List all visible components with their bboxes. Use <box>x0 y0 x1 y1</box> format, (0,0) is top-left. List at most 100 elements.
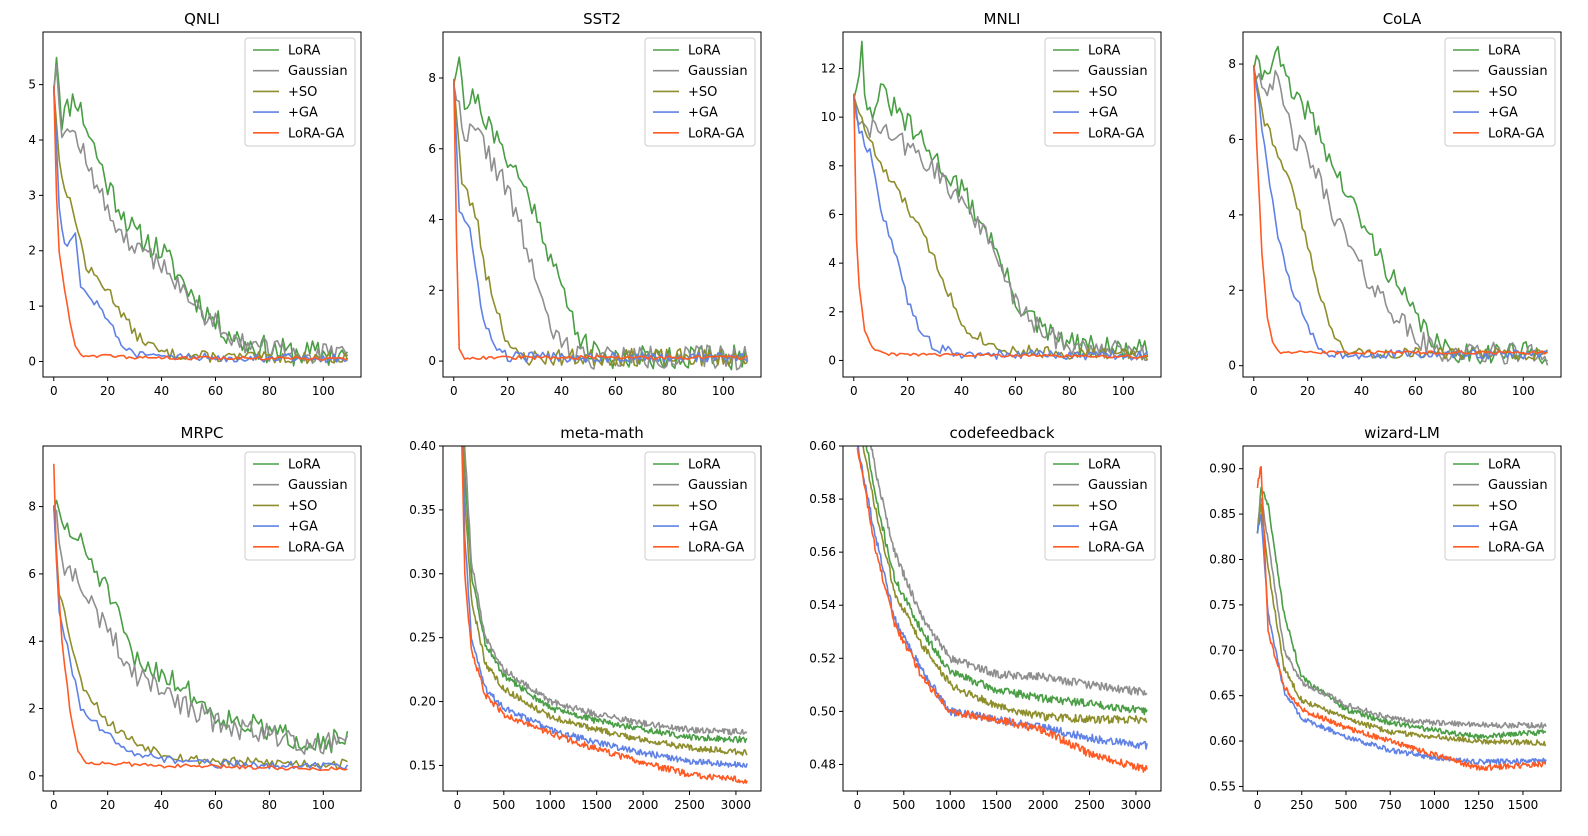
legend-label: LoRA-GA <box>1088 126 1144 141</box>
y-tick-label: 4 <box>428 213 436 227</box>
y-tick-label: 2 <box>28 244 36 258</box>
x-tick-label: 2500 <box>1074 798 1105 812</box>
legend-label: Gaussian <box>1088 64 1148 79</box>
legend-label: +GA <box>688 106 718 121</box>
legend-box <box>1444 451 1556 561</box>
x-tick-label: 40 <box>154 798 169 812</box>
plot-frame <box>1242 445 1562 792</box>
x-tick-label: 1500 <box>981 798 1012 812</box>
legend-label: Gaussian <box>1488 478 1548 493</box>
chart-title: QNLI <box>184 10 220 28</box>
x-tick-label: 40 <box>154 384 169 398</box>
x-tick-label: 100 <box>1112 384 1135 398</box>
chart-panel-cola: 0 20 40 60 80 10002468CoLALoRAGaussian+SO+GAL… <box>1228 10 1562 398</box>
x-tick-label: 60 <box>208 798 223 812</box>
plot-frame <box>42 445 362 792</box>
x-tick-label: 80 <box>662 384 677 398</box>
x-tick-label: 0 <box>1250 384 1258 398</box>
series-line--ga <box>853 95 1149 361</box>
y-tick-label: 8 <box>1228 57 1236 71</box>
legend-label: LoRA-GA <box>688 540 744 555</box>
y-tick-label: 1 <box>28 299 36 313</box>
legend-label: LoRA <box>688 458 720 473</box>
chart-title: MNLI <box>984 10 1021 28</box>
x-tick-label: 60 <box>1008 384 1023 398</box>
series-line--ga <box>53 505 349 770</box>
series-line-lora <box>53 499 349 754</box>
series-line-lora <box>865 446 1148 716</box>
legend: LoRA Gaussian +SO +GA LoRA-GA <box>244 451 356 561</box>
x-tick-label: 80 <box>262 384 277 398</box>
legend-box <box>644 451 756 561</box>
x-tick-label: 80 <box>1062 384 1077 398</box>
y-tick-label: 0 <box>428 354 436 368</box>
legend-label: +GA <box>1088 520 1118 535</box>
chart-panel-mnli: 0 20 40 60 80 100 0 2 4 6 8 10 12 MNLI LoRA Gaussian +SO… <box>821 10 1162 398</box>
x-tick-label: 100 <box>312 798 335 812</box>
chart-title: meta-math <box>560 424 644 442</box>
y-tick-label: 0.90 <box>1209 462 1236 476</box>
x-tick-label: 60 <box>608 384 623 398</box>
x-tick-label: 0 <box>850 384 858 398</box>
chart-title: codefeedback <box>949 424 1054 442</box>
x-tick-label: 0 <box>454 798 462 812</box>
chart-panel-codefeedback: 0 500 1000 1500 2000 2500 3000 0.48 0.50 0.52 0.54… <box>809 424 1162 812</box>
legend-label: LoRA-GA <box>1488 540 1544 555</box>
y-tick-label: 0.56 <box>809 545 836 559</box>
x-tick-label: 2000 <box>628 798 659 812</box>
x-tick-label: 20 <box>100 798 115 812</box>
legend-label: +GA <box>1488 106 1518 121</box>
legend-label: LoRA <box>1488 44 1520 59</box>
x-tick-label: 1250 <box>1463 798 1494 812</box>
chart-panel-sst2: 0 20 40 60 80 10002468SST2LoRAGaussian+SO+GAL… <box>428 10 762 398</box>
y-tick-label: 0.70 <box>1209 643 1236 657</box>
chart-title: MRPC <box>181 424 224 442</box>
series-line--ga <box>462 446 748 768</box>
series-line-lora-ga <box>53 85 348 361</box>
y-tick-label: 3 <box>28 188 36 202</box>
legend: LoRA Gaussian +SO +GA LoRA-GA <box>244 37 356 147</box>
x-tick-label: 500 <box>492 798 515 812</box>
y-tick-label: 8 <box>28 500 36 514</box>
legend-box <box>644 37 756 147</box>
chart-title: CoLA <box>1383 10 1422 28</box>
plot-frame <box>1242 31 1562 378</box>
legend-label: Gaussian <box>288 478 348 493</box>
legend-label: +SO <box>1488 499 1517 514</box>
chart-panel-qnli: 0 20 40 60 80 100 0 1 2 3 4 5 QNLI LoRA Gaussian +SO +GA… <box>28 10 362 398</box>
series-line-lora-ga <box>453 78 748 361</box>
legend-label: Gaussian <box>688 64 748 79</box>
legend-label: Gaussian <box>1488 64 1548 79</box>
x-tick-label: 60 <box>1408 384 1423 398</box>
legend-label: +SO <box>688 85 717 100</box>
legend-label: +GA <box>1488 520 1518 535</box>
series-line--so <box>1253 66 1549 361</box>
series-line-lora-ga <box>856 447 1148 773</box>
series-line-gaussian <box>453 84 749 371</box>
legend-label: LoRA <box>688 44 720 59</box>
y-tick-label: 0.35 <box>409 503 436 517</box>
legend-label: LoRA-GA <box>288 126 344 141</box>
y-tick-label: 0.48 <box>809 757 836 771</box>
y-tick-label: 6 <box>428 142 436 156</box>
legend-box <box>1444 37 1556 147</box>
legend: LoRA Gaussian +SO +GA LoRA-GA <box>644 37 756 147</box>
legend-label: LoRA-GA <box>688 126 744 141</box>
legend-label: +SO <box>688 499 717 514</box>
series-line-gaussian <box>53 508 349 756</box>
series-line--ga <box>856 446 1148 750</box>
series-line-gaussian <box>1256 497 1547 729</box>
legend-box <box>244 451 356 561</box>
y-tick-label: 0.20 <box>409 695 436 709</box>
y-tick-label: 8 <box>428 71 436 85</box>
y-tick-label: 0.80 <box>1209 552 1236 566</box>
x-tick-label: 40 <box>1354 384 1369 398</box>
plot-frame <box>442 31 762 378</box>
y-tick-label: 4 <box>828 256 836 270</box>
legend-label: +SO <box>1088 85 1117 100</box>
legend: LoRA Gaussian +SO +GA LoRA-GA <box>1444 37 1556 147</box>
legend-label: LoRA <box>1488 458 1520 473</box>
x-tick-label: 3000 <box>721 798 752 812</box>
x-tick-label: 40 <box>954 384 969 398</box>
